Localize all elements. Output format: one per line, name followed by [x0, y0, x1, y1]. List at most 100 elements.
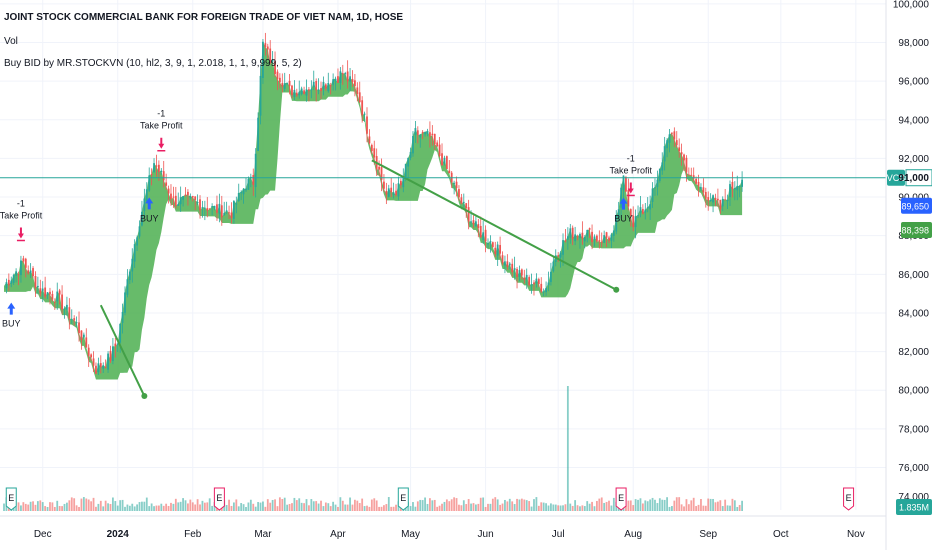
- volume-bar: [738, 504, 741, 511]
- volume-bar: [351, 504, 354, 511]
- candle-body: [5, 282, 8, 289]
- candle-body: [533, 282, 535, 285]
- candle-body: [230, 212, 233, 219]
- volume-bar: [143, 501, 146, 511]
- candle-body: [34, 275, 37, 288]
- volume-bar: [482, 497, 485, 511]
- candle-body: [344, 73, 347, 75]
- earnings-icon: [615, 487, 627, 511]
- volume-bar: [124, 506, 126, 511]
- volume-bar: [242, 504, 245, 511]
- volume-bar: [324, 502, 327, 511]
- volume-bar: [736, 506, 739, 511]
- volume-bar: [80, 498, 83, 511]
- volume-bar: [695, 506, 698, 511]
- candle-body: [666, 140, 668, 149]
- volume-bar: [627, 500, 630, 511]
- candle-body: [412, 135, 414, 154]
- time-tick-label: Feb: [184, 529, 202, 540]
- volume-bar: [690, 500, 693, 511]
- earnings-letter: E: [618, 493, 624, 503]
- candle-body: [141, 211, 143, 226]
- volume-bar: [131, 503, 134, 511]
- candle-body: [540, 283, 543, 292]
- volume-bar: [470, 503, 472, 511]
- candle-body: [668, 134, 671, 143]
- candle-body: [475, 221, 477, 227]
- volume-bar: [291, 503, 293, 511]
- earnings-icon: [213, 487, 225, 511]
- volume-bar: [465, 504, 468, 511]
- volume-bar: [542, 502, 545, 511]
- volume-bar: [395, 504, 397, 511]
- volume-bar: [583, 506, 586, 511]
- price-tick-label: 78,000: [898, 424, 929, 435]
- price-tick-label: 74,000: [898, 492, 929, 503]
- volume-bar: [429, 498, 431, 511]
- candle-body: [535, 278, 538, 284]
- earnings-icon: [5, 487, 17, 511]
- candle-body: [68, 307, 71, 319]
- candle-body: [155, 165, 158, 167]
- volume-bar: [651, 497, 654, 511]
- candle-body: [465, 203, 468, 209]
- volume-bar: [259, 502, 262, 511]
- candle-body: [738, 186, 741, 188]
- candle-body: [138, 226, 141, 237]
- candle-body: [383, 181, 385, 189]
- volume-bar: [390, 506, 393, 511]
- candle-body: [714, 197, 717, 201]
- candle-body: [537, 279, 540, 285]
- candle-body: [121, 311, 124, 323]
- candle-body: [545, 288, 547, 293]
- candle-body: [576, 236, 579, 238]
- volume-bar: [576, 505, 579, 511]
- candle-body: [460, 197, 463, 204]
- volume-bar: [426, 503, 429, 511]
- candle-body: [724, 199, 727, 201]
- earnings-letter: E: [846, 493, 852, 503]
- volume-bar: [252, 503, 255, 511]
- volume-bar: [610, 505, 613, 511]
- volume-bar: [646, 501, 649, 511]
- candle-body: [363, 113, 366, 115]
- candle-body: [651, 188, 654, 202]
- candle-body: [82, 334, 85, 338]
- volume-bar: [17, 502, 20, 511]
- candle-body: [46, 292, 49, 296]
- candle-body: [354, 80, 356, 87]
- volume-bar: [201, 500, 204, 511]
- candle-body: [196, 202, 199, 204]
- candle-body: [516, 268, 518, 277]
- candle-body: [431, 133, 434, 136]
- volume-bar: [102, 506, 105, 511]
- volume-bar: [639, 498, 642, 511]
- candle-body: [58, 290, 61, 295]
- candle-body: [467, 207, 470, 222]
- candle-body: [305, 89, 308, 96]
- volume-bar: [513, 504, 516, 511]
- price-tick-label: 84,000: [898, 308, 929, 319]
- candle-body: [671, 132, 673, 134]
- candle-body: [66, 304, 68, 310]
- level-tag: [901, 197, 932, 214]
- candle-body: [634, 216, 637, 228]
- volume-bar: [501, 503, 504, 511]
- buy-label: BUY: [2, 319, 21, 329]
- volume-bar: [24, 503, 27, 511]
- earnings-letter: E: [400, 493, 406, 503]
- volume-bar: [155, 505, 158, 511]
- candle-body: [639, 207, 642, 213]
- volume-bar: [458, 504, 460, 511]
- candle-body: [470, 221, 472, 223]
- candle-body: [332, 79, 335, 85]
- volume-bar: [663, 499, 666, 511]
- volume-bar: [634, 499, 637, 511]
- take-profit-arrow-icon: [158, 137, 165, 149]
- time-axis[interactable]: Dec 2024 Feb Mar Apr May Jun Jul Aug Sep Oct Nov: [0, 515, 886, 540]
- volume-bar: [496, 499, 499, 511]
- volume-bar: [373, 498, 376, 511]
- price-tick-label: 98,000: [898, 38, 929, 49]
- volume-bar: [586, 501, 589, 511]
